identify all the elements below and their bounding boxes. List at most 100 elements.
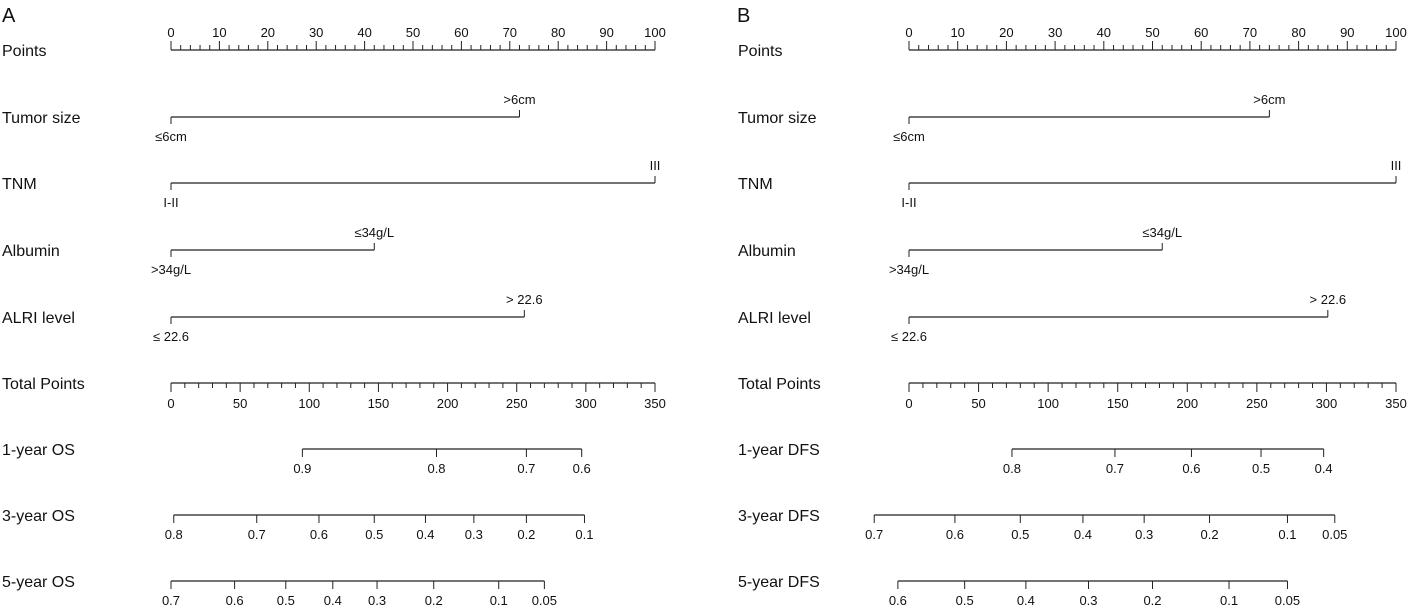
probability-tick-label: 0.1 bbox=[575, 527, 593, 542]
row-label-albumin: Albumin bbox=[2, 243, 60, 260]
total-tick-label: 300 bbox=[575, 396, 597, 411]
panel-letter: A bbox=[2, 5, 16, 27]
row-label-tumor-size: Tumor size bbox=[738, 110, 817, 127]
total-tick-label: 250 bbox=[506, 396, 528, 411]
row-label-1-year-dfs: 1-year DFS bbox=[738, 442, 820, 459]
row-label-1-year-os: 1-year OS bbox=[2, 442, 75, 459]
factor-low-label: >34g/L bbox=[151, 262, 191, 277]
factor-low-label: ≤6cm bbox=[155, 129, 187, 144]
panel-b: B Points 0 10 20 30 40 50 60 70 80 90 100 Tumor size… bbox=[737, 5, 1407, 608]
points-tick-label: 90 bbox=[599, 25, 613, 40]
factor-high-label: > 22.6 bbox=[506, 292, 543, 307]
points-tick-label: 100 bbox=[644, 25, 666, 40]
probability-tick-label: 0.1 bbox=[1220, 593, 1238, 608]
points-tick-label: 20 bbox=[261, 25, 275, 40]
probability-tick-label: 0.3 bbox=[465, 527, 483, 542]
probability-tick-label: 0.5 bbox=[1252, 461, 1270, 476]
row-label-albumin: Albumin bbox=[738, 243, 796, 260]
points-tick-label: 70 bbox=[503, 25, 517, 40]
total-tick-label: 200 bbox=[437, 396, 459, 411]
points-tick-label: 0 bbox=[905, 25, 912, 40]
total-tick-label: 350 bbox=[1385, 396, 1407, 411]
factor-low-label: >34g/L bbox=[889, 262, 929, 277]
row-label-5-year-dfs: 5-year DFS bbox=[738, 574, 820, 591]
probability-tick-label: 0.6 bbox=[946, 527, 964, 542]
probability-tick-label: 0.3 bbox=[1079, 593, 1097, 608]
total-tick-label: 100 bbox=[298, 396, 320, 411]
factor-high-label: ≤34g/L bbox=[354, 225, 394, 240]
points-tick-label: 20 bbox=[999, 25, 1013, 40]
probability-tick-label: 0.4 bbox=[324, 593, 342, 608]
row-label-total-points: Total Points bbox=[738, 376, 821, 393]
probability-tick-label: 0.2 bbox=[517, 527, 535, 542]
probability-tick-label: 0.05 bbox=[1275, 593, 1300, 608]
total-tick-label: 150 bbox=[368, 396, 390, 411]
row-label-tnm: TNM bbox=[2, 176, 37, 193]
row-label-total-points: Total Points bbox=[2, 376, 85, 393]
row-label-tumor-size: Tumor size bbox=[2, 110, 81, 127]
probability-tick-label: 0.6 bbox=[889, 593, 907, 608]
points-tick-label: 10 bbox=[212, 25, 226, 40]
points-tick-label: 80 bbox=[551, 25, 565, 40]
probability-tick-label: 0.4 bbox=[1074, 527, 1092, 542]
probability-tick-label: 0.5 bbox=[956, 593, 974, 608]
probability-tick-label: 0.5 bbox=[1011, 527, 1029, 542]
row-label-5-year-os: 5-year OS bbox=[2, 574, 75, 591]
factor-low-label: I-II bbox=[163, 195, 178, 210]
probability-tick-label: 0.6 bbox=[310, 527, 328, 542]
panel-letter: B bbox=[737, 5, 750, 27]
panel-a: A Points 0 10 20 30 40 50 60 70 80 90 100 Tumor size… bbox=[2, 5, 666, 608]
total-tick-label: 0 bbox=[905, 396, 912, 411]
probability-tick-label: 0.05 bbox=[532, 593, 557, 608]
probability-tick-label: 0.8 bbox=[427, 461, 445, 476]
probability-tick-label: 0.4 bbox=[1315, 461, 1333, 476]
probability-tick-label: 0.05 bbox=[1322, 527, 1347, 542]
factor-low-label: ≤6cm bbox=[893, 129, 925, 144]
factor-high-label: >6cm bbox=[503, 92, 535, 107]
row-label-alri-level: ALRI level bbox=[2, 310, 75, 327]
total-tick-label: 50 bbox=[233, 396, 247, 411]
probability-tick-label: 0.8 bbox=[165, 527, 183, 542]
probability-tick-label: 0.6 bbox=[226, 593, 244, 608]
probability-tick-label: 0.5 bbox=[277, 593, 295, 608]
factor-high-label: >6cm bbox=[1253, 92, 1285, 107]
total-tick-label: 300 bbox=[1316, 396, 1338, 411]
probability-tick-label: 0.8 bbox=[1003, 461, 1021, 476]
total-tick-label: 350 bbox=[644, 396, 666, 411]
total-tick-label: 0 bbox=[167, 396, 174, 411]
row-label-points: Points bbox=[2, 43, 46, 60]
probability-tick-label: 0.1 bbox=[1278, 527, 1296, 542]
factor-high-label: > 22.6 bbox=[1310, 292, 1347, 307]
points-tick-label: 60 bbox=[454, 25, 468, 40]
probability-tick-label: 0.7 bbox=[865, 527, 883, 542]
factor-high-label: III bbox=[650, 158, 661, 173]
probability-tick-label: 0.7 bbox=[248, 527, 266, 542]
total-tick-label: 50 bbox=[971, 396, 985, 411]
points-tick-label: 10 bbox=[950, 25, 964, 40]
row-label-points: Points bbox=[738, 43, 782, 60]
probability-tick-label: 0.7 bbox=[162, 593, 180, 608]
points-tick-label: 30 bbox=[309, 25, 323, 40]
points-tick-label: 90 bbox=[1340, 25, 1354, 40]
probability-tick-label: 0.3 bbox=[368, 593, 386, 608]
points-tick-label: 100 bbox=[1385, 25, 1407, 40]
points-tick-label: 40 bbox=[357, 25, 371, 40]
probability-tick-label: 0.2 bbox=[425, 593, 443, 608]
points-tick-label: 60 bbox=[1194, 25, 1208, 40]
total-tick-label: 150 bbox=[1107, 396, 1129, 411]
points-tick-label: 50 bbox=[406, 25, 420, 40]
probability-tick-label: 0.4 bbox=[416, 527, 434, 542]
points-tick-label: 40 bbox=[1097, 25, 1111, 40]
factor-high-label: ≤34g/L bbox=[1142, 225, 1182, 240]
probability-tick-label: 0.5 bbox=[365, 527, 383, 542]
probability-tick-label: 0.3 bbox=[1135, 527, 1153, 542]
row-label-3-year-os: 3-year OS bbox=[2, 508, 75, 525]
probability-tick-label: 0.2 bbox=[1143, 593, 1161, 608]
row-label-3-year-dfs: 3-year DFS bbox=[738, 508, 820, 525]
factor-low-label: ≤ 22.6 bbox=[891, 329, 927, 344]
probability-tick-label: 0.4 bbox=[1017, 593, 1035, 608]
probability-tick-label: 0.6 bbox=[1182, 461, 1200, 476]
total-tick-label: 100 bbox=[1037, 396, 1059, 411]
probability-tick-label: 0.1 bbox=[490, 593, 508, 608]
